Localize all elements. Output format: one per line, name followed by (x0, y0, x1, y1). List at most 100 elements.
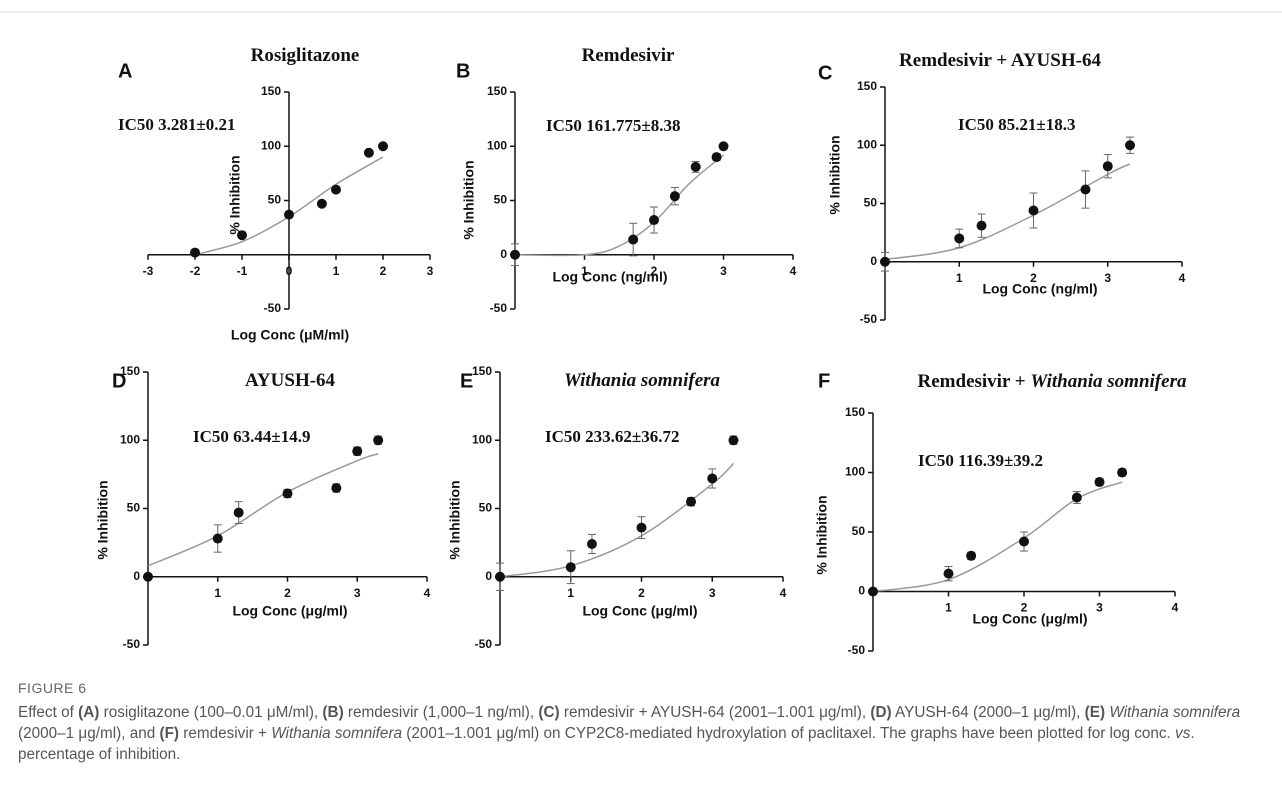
y-axis-label: % Inhibition (95, 480, 111, 559)
panel-title: AYUSH-64 (245, 370, 336, 391)
y-tick-label: 50 (494, 193, 508, 207)
caption-run: Withania somnifera (271, 725, 403, 742)
y-tick-label: 50 (127, 501, 141, 515)
x-tick-label: 4 (790, 264, 797, 278)
panel-letter: F (818, 370, 830, 392)
caption-run: (E) (1084, 704, 1106, 721)
data-point (649, 215, 659, 226)
x-tick-label: 1 (333, 264, 340, 278)
x-tick-label: 3 (1096, 601, 1103, 615)
data-point (728, 435, 739, 446)
data-point (1071, 492, 1082, 503)
caption-run: remdesivir (1,000–1 ng/ml), (343, 704, 539, 721)
data-point (378, 141, 388, 152)
data-point (628, 234, 639, 245)
panel-letter: C (818, 62, 832, 84)
title-run: AYUSH-64 (245, 370, 336, 391)
data-point (690, 161, 701, 172)
x-tick-label: 3 (1104, 271, 1111, 285)
data-point (363, 147, 374, 158)
y-tick-label: 100 (472, 432, 492, 446)
data-point (880, 256, 890, 267)
x-tick-label: 4 (1172, 601, 1179, 615)
caption-run: . percentage of inhibition. (18, 725, 1195, 763)
data-point (943, 568, 954, 579)
figure-label: FIGURE 6 (18, 680, 87, 696)
y-tick-label: 100 (845, 465, 865, 479)
title-run: Withania somnifera (1030, 371, 1187, 392)
data-point (686, 496, 697, 507)
data-point (212, 533, 223, 544)
panel-title: Remdesivir + Withania somnifera (918, 371, 1187, 392)
data-point (976, 220, 987, 231)
y-tick-label: 150 (845, 405, 865, 419)
title-run: Remdesivir + (918, 371, 1031, 392)
figure: A Rosiglitazone IC50 3.281±0.21 Log Conc (μ… (0, 11, 1282, 657)
x-axis-label: Log Conc (μg/ml) (972, 611, 1087, 627)
data-point (669, 191, 680, 202)
x-axis-label: Log Conc (μg/ml) (582, 603, 697, 619)
x-axis-label: Log Conc (ng/ml) (982, 281, 1097, 297)
x-axis-label: Log Conc (μM/ml) (231, 327, 349, 343)
caption-run: remdesivir + AYUSH-64 (2001–1.001 μg/ml)… (559, 704, 871, 721)
y-tick-label: 50 (852, 524, 866, 538)
caption-run: Effect of (18, 704, 79, 721)
data-point (636, 522, 647, 533)
panel-title: Withania somnifera (564, 370, 721, 391)
x-tick-label: -3 (143, 264, 154, 278)
x-tick-label: 1 (945, 601, 952, 615)
panel-letter: B (456, 60, 470, 82)
panel: F Remdesivir + Withania somnifera IC50 116… (814, 370, 1187, 657)
y-tick-label: 150 (120, 364, 140, 378)
panel-title: Remdesivir (582, 45, 675, 66)
data-point (316, 198, 327, 209)
panel: E Withania somnifera IC50 233.62±36.72 Log … (447, 364, 787, 651)
title-run: Rosiglitazone (251, 45, 360, 66)
y-tick-label: 50 (479, 501, 493, 515)
ic50-annotation: IC50 161.775±8.38 (546, 116, 680, 135)
y-tick-label: -50 (475, 637, 493, 651)
data-point (1102, 161, 1113, 172)
x-tick-label: 2 (638, 586, 645, 600)
x-axis-label: Log Conc (ng/ml) (552, 269, 667, 285)
data-point (954, 233, 965, 244)
y-tick-label: 150 (261, 84, 281, 98)
y-axis-label: % Inhibition (447, 480, 463, 559)
title-run: Remdesivir + AYUSH-64 (899, 50, 1101, 71)
data-point (1094, 477, 1105, 488)
caption-run: Withania somnifera (1109, 704, 1241, 721)
panel-title: Remdesivir + AYUSH-64 (899, 50, 1101, 71)
data-point (966, 550, 977, 561)
data-point (237, 230, 247, 241)
y-tick-label: 150 (487, 84, 507, 98)
x-tick-label: 1 (567, 586, 574, 600)
y-axis-label: % Inhibition (461, 160, 477, 239)
panel-letter: A (118, 60, 132, 82)
panel-letter: D (112, 370, 126, 392)
x-tick-label: 3 (354, 586, 361, 600)
x-tick-label: -2 (190, 264, 201, 278)
title-run: Remdesivir (582, 45, 675, 66)
x-tick-label: 1 (581, 264, 588, 278)
x-tick-label: 2 (651, 264, 658, 278)
x-tick-label: 3 (709, 586, 716, 600)
ic50-annotation: IC50 233.62±36.72 (545, 427, 679, 446)
panel: D AYUSH-64 IC50 63.44±14.9 Log Conc (μg/ml)… (95, 364, 431, 651)
y-tick-label: 0 (858, 584, 865, 598)
x-tick-label: 4 (780, 586, 787, 600)
panel: C Remdesivir + AYUSH-64 IC50 85.21±18.3 Log… (818, 50, 1186, 326)
data-point (495, 571, 505, 582)
x-tick-label: 1 (956, 271, 963, 285)
y-tick-label: -50 (264, 301, 282, 315)
x-tick-label: 1 (214, 586, 221, 600)
y-axis-label: % Inhibition (814, 495, 830, 574)
data-point (707, 473, 718, 484)
caption-run: vs (1175, 725, 1191, 742)
x-tick-label: 3 (720, 264, 727, 278)
data-point (143, 571, 153, 582)
caption-run: AYUSH-64 (2000–1 μg/ml), (891, 704, 1085, 721)
y-tick-label: 100 (857, 137, 877, 151)
y-tick-label: 100 (261, 138, 281, 152)
data-point (1019, 536, 1029, 547)
